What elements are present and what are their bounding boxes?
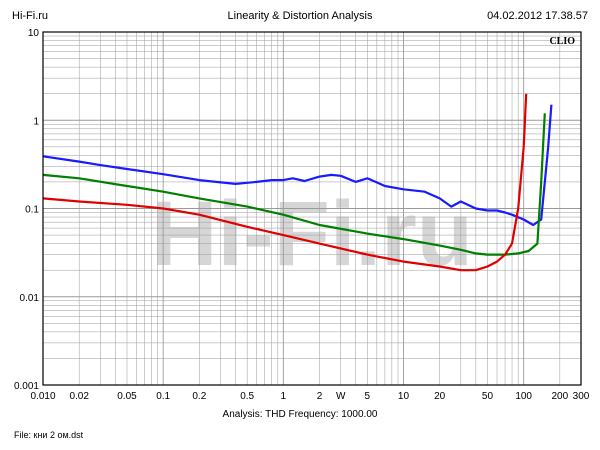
- file-name: File: кни 2 ом.dst: [14, 430, 84, 440]
- timestamp: 04.02.2012 17.38.57: [487, 10, 588, 22]
- series-line-1: [42, 104, 553, 227]
- x-tick-label: 0.02: [69, 391, 89, 402]
- x-tick-labels: 0.010 0.02 0.05 0.1 0.2 0.5 1 2 W 5 10 20 50 100 200 30…: [30, 391, 589, 402]
- y-tick-label: 0.01: [20, 293, 40, 304]
- x-tick-label: 0.1: [156, 391, 170, 402]
- x-tick-label: 5: [365, 391, 371, 402]
- x-tick-label: 20: [434, 391, 446, 402]
- x-tick-label: 200: [551, 391, 568, 402]
- brand-label: CLIO: [549, 36, 575, 47]
- x-tick-label: 300: [573, 391, 590, 402]
- x-tick-label: 2: [317, 391, 323, 402]
- y-tick-label: 10: [28, 28, 40, 39]
- site-name: Hi-Fi.ru: [12, 10, 49, 22]
- x-tick-label: 10: [398, 391, 410, 402]
- x-tick-label: 0.2: [192, 391, 206, 402]
- y-tick-labels: 10 1 0.1 0.01 0.001: [14, 28, 39, 392]
- analysis-info: Analysis: THD Frequency: 1000.00: [222, 409, 378, 420]
- x-tick-label: 100: [515, 391, 532, 402]
- series-line-3: [42, 93, 528, 272]
- x-tick-label: 1: [281, 391, 287, 402]
- y-tick-label: 1: [33, 116, 39, 127]
- plot-frame: [42, 31, 582, 386]
- x-tick-label: 0.010: [30, 391, 55, 402]
- chart-grid: [42, 32, 582, 386]
- series-layer: [42, 93, 553, 272]
- x-tick-label: 50: [482, 391, 494, 402]
- x-tick-label: W: [336, 391, 346, 402]
- x-tick-label: 0.05: [117, 391, 137, 402]
- x-tick-label: 0.5: [240, 391, 254, 402]
- y-tick-label: 0.001: [14, 381, 39, 392]
- series-line-2: [42, 113, 546, 256]
- y-tick-label: 0.1: [25, 205, 39, 216]
- chart-title: Linearity & Distortion Analysis: [227, 10, 373, 22]
